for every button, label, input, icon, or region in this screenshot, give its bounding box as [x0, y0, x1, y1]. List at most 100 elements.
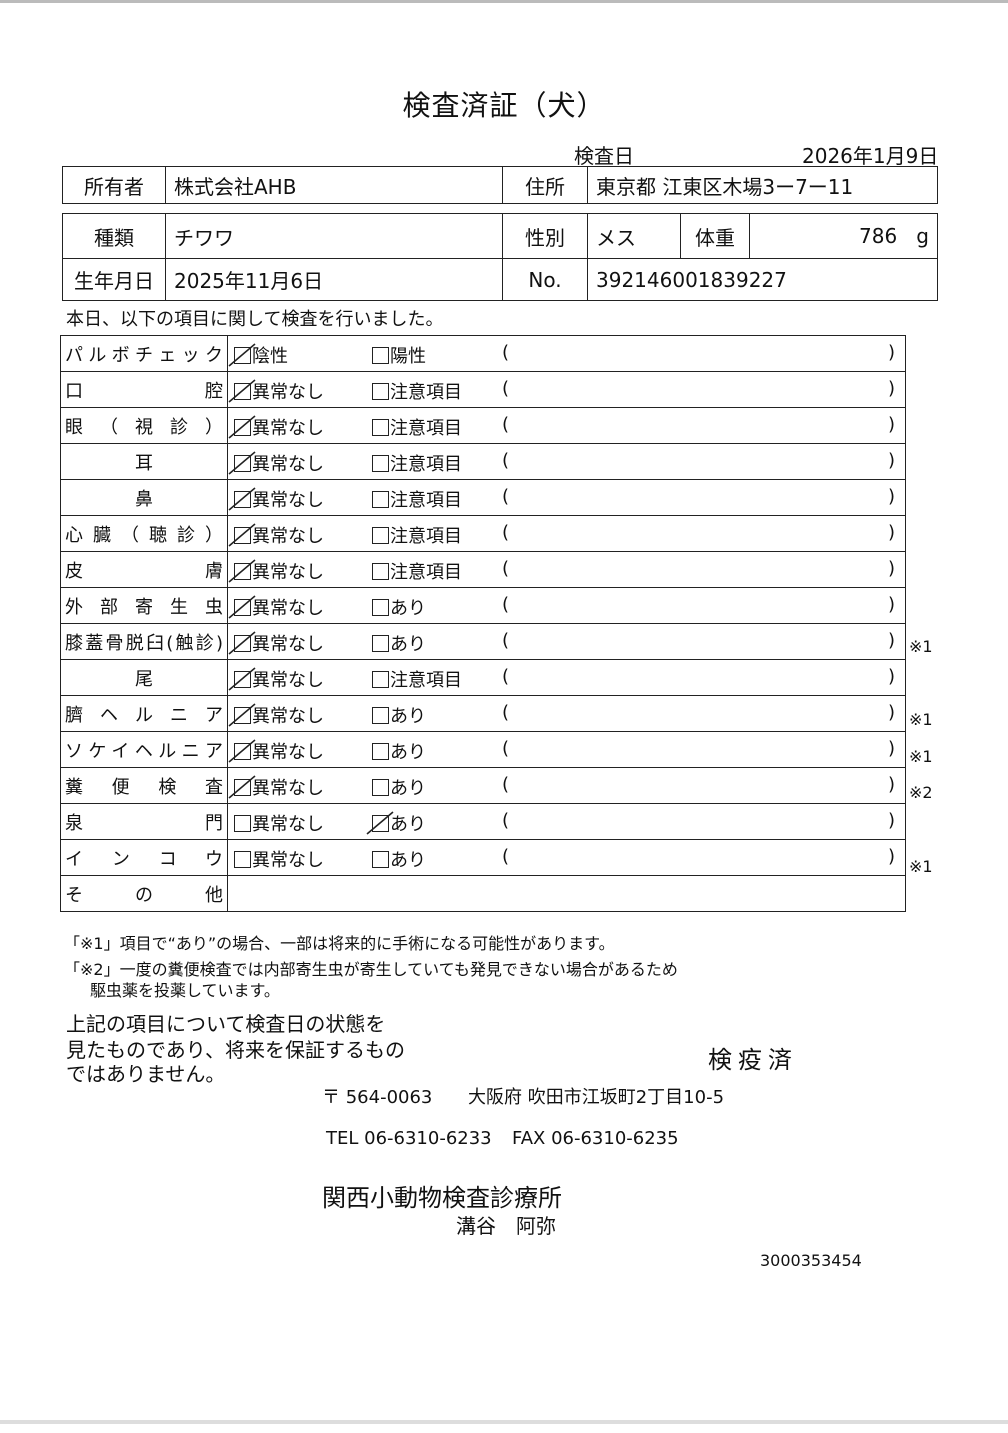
checkbox[interactable]: [372, 454, 389, 472]
checkbox[interactable]: [228, 558, 256, 583]
checkbox[interactable]: [228, 702, 256, 727]
option-2[interactable]: 注意項目: [372, 486, 462, 512]
option-2[interactable]: あり: [372, 846, 426, 872]
option-2[interactable]: 陽性: [372, 342, 426, 368]
checkbox[interactable]: [372, 418, 389, 436]
checkbox[interactable]: [372, 742, 389, 760]
check-mark-icon: [228, 486, 256, 511]
checkbox[interactable]: [234, 850, 251, 868]
option-2-label: 注意項目: [390, 417, 462, 439]
option-1[interactable]: 異常なし: [228, 594, 324, 620]
option-1[interactable]: 異常なし: [228, 378, 324, 404]
check-row: 尾 異常なし 注意項目 (): [60, 659, 906, 696]
check-options: 異常なし 注意項目 (): [227, 371, 906, 408]
checkbox[interactable]: [228, 774, 256, 799]
document-title: 検査済証（犬）: [402, 89, 606, 122]
option-2[interactable]: あり: [372, 702, 426, 728]
checkbox[interactable]: [228, 378, 256, 403]
check-item-label: 泉門: [60, 803, 228, 840]
option-1[interactable]: 異常なし: [228, 666, 324, 692]
remarks-close: ): [888, 773, 896, 795]
check-options: 異常なし あり (): [227, 695, 906, 732]
option-1[interactable]: 異常なし: [228, 702, 324, 728]
option-2[interactable]: 注意項目: [372, 558, 462, 584]
option-1[interactable]: 異常なし: [228, 486, 324, 512]
checkbox[interactable]: [372, 850, 389, 868]
checkbox[interactable]: [372, 562, 389, 580]
option-2[interactable]: 注意項目: [372, 414, 462, 440]
option-1[interactable]: 異常なし: [228, 558, 324, 584]
remarks-open: (: [502, 485, 510, 507]
option-1-label: 異常なし: [252, 417, 324, 439]
checkbox[interactable]: [372, 346, 389, 364]
check-mark-icon: [228, 774, 256, 799]
checkbox[interactable]: [372, 706, 389, 724]
option-1-label: 陰性: [252, 345, 288, 367]
check-options: 異常なし 注意項目 (): [227, 551, 906, 588]
checkbox[interactable]: [372, 382, 389, 400]
option-1[interactable]: 異常なし: [234, 810, 324, 836]
remarks-close: ): [888, 593, 896, 615]
check-mark-icon: [228, 342, 256, 367]
check-options: 異常なし 注意項目 (): [227, 479, 906, 516]
checkbox[interactable]: [228, 666, 256, 691]
footnote-marker: ※1: [909, 710, 933, 729]
remarks-open: (: [502, 341, 510, 363]
checkbox[interactable]: [372, 778, 389, 796]
checkbox[interactable]: [366, 810, 394, 835]
option-1-label: 異常なし: [252, 633, 324, 655]
option-2[interactable]: 注意項目: [372, 378, 462, 404]
check-mark-icon: [228, 738, 256, 763]
option-2[interactable]: 注意項目: [372, 450, 462, 476]
option-1[interactable]: 異常なし: [228, 774, 324, 800]
other-value[interactable]: [227, 875, 906, 912]
checkbox[interactable]: [372, 670, 389, 688]
remarks-close: ): [888, 629, 896, 651]
footnote-marker: ※1: [909, 636, 933, 656]
intro-text: 本日、以下の項目に関して検査を行いました。: [66, 309, 444, 330]
option-2[interactable]: 注意項目: [372, 522, 462, 548]
check-row: 臍ヘルニア 異常なし あり (): [60, 695, 906, 732]
option-2[interactable]: あり: [372, 738, 426, 764]
checkbox[interactable]: [228, 594, 256, 619]
option-2[interactable]: あり: [366, 810, 426, 836]
checkbox[interactable]: [234, 814, 251, 832]
option-2[interactable]: あり: [372, 774, 426, 800]
remarks-open: (: [502, 701, 510, 723]
check-options: 異常なし 注意項目 (): [227, 515, 906, 552]
checkbox[interactable]: [228, 738, 256, 763]
check-row: 眼（視診） 異常なし 注意項目 (): [60, 407, 906, 444]
remarks-open: (: [502, 557, 510, 579]
option-1[interactable]: 異常なし: [228, 414, 324, 440]
check-item-label: 臍ヘルニア: [60, 695, 228, 732]
weight-unit: g: [916, 224, 929, 248]
checkbox[interactable]: [372, 490, 389, 508]
checkbox[interactable]: [372, 526, 389, 544]
checkbox[interactable]: [228, 414, 256, 439]
option-1[interactable]: 異常なし: [228, 630, 324, 656]
checkbox[interactable]: [228, 342, 256, 367]
option-2[interactable]: 注意項目: [372, 666, 462, 692]
option-2[interactable]: あり: [372, 630, 426, 656]
option-1[interactable]: 異常なし: [228, 738, 324, 764]
option-1[interactable]: 陰性: [228, 342, 288, 368]
check-mark-icon: [228, 522, 256, 547]
option-1[interactable]: 異常なし: [234, 846, 324, 872]
checkbox[interactable]: [372, 598, 389, 616]
check-item-label: 口腔: [60, 371, 228, 408]
checkbox[interactable]: [228, 486, 256, 511]
check-item-label: 心臓（聴診）: [60, 515, 228, 552]
check-row: 心臓（聴診） 異常なし 注意項目 (): [60, 515, 906, 552]
option-1-label: 異常なし: [252, 669, 324, 691]
option-2[interactable]: あり: [372, 594, 426, 620]
option-1-label: 異常なし: [252, 741, 324, 763]
checkbox[interactable]: [372, 634, 389, 652]
remarks-open: (: [502, 845, 510, 867]
check-item-label: 耳: [60, 443, 228, 480]
checkbox[interactable]: [228, 522, 256, 547]
checkbox[interactable]: [228, 450, 256, 475]
option-1[interactable]: 異常なし: [228, 522, 324, 548]
option-1[interactable]: 異常なし: [228, 450, 324, 476]
checkbox[interactable]: [228, 630, 256, 655]
